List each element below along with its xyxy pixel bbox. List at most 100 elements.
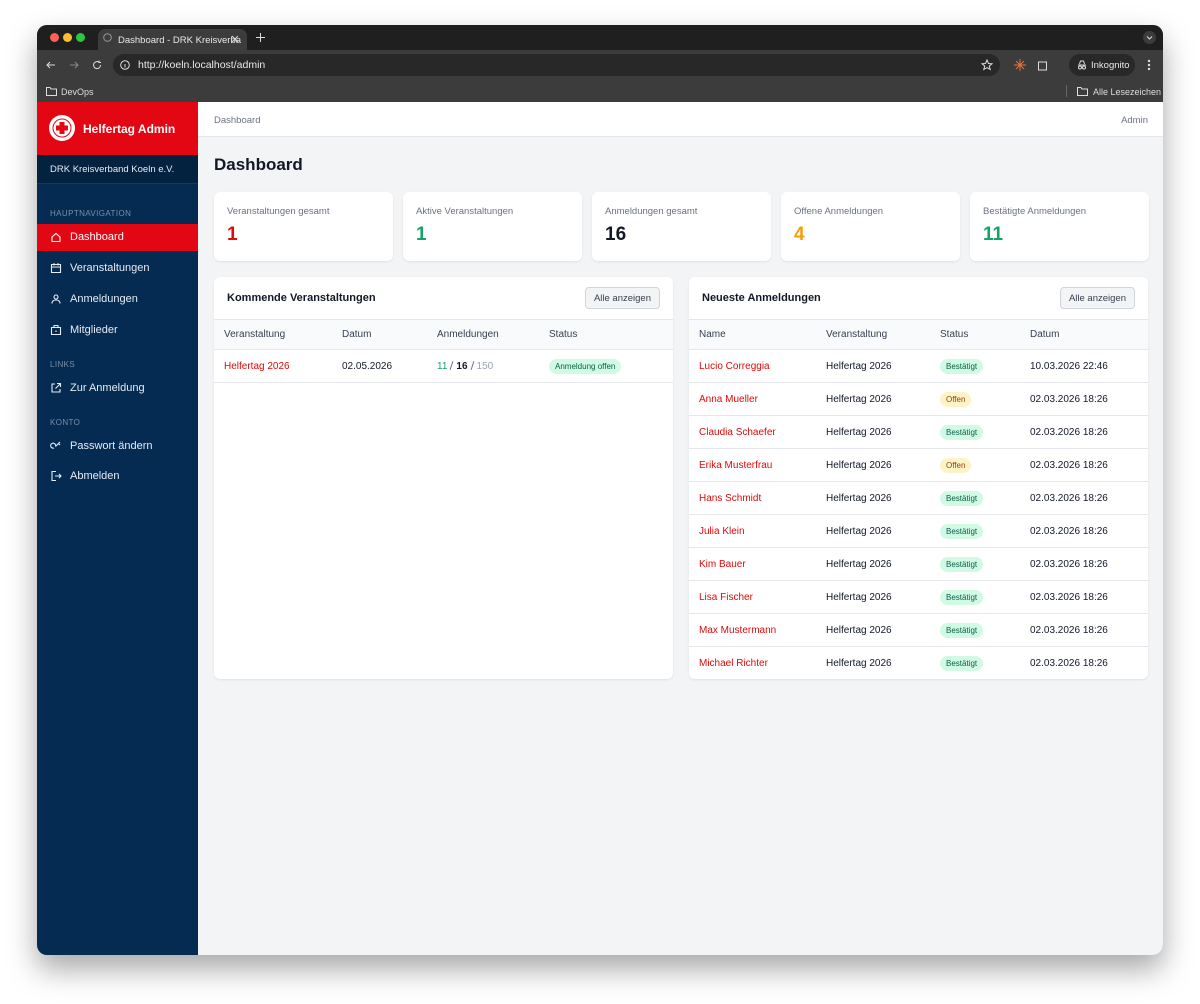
stat-value: 4 [794,224,805,245]
column-header: Datum [1020,319,1148,350]
participant-name[interactable]: Hans Schmidt [689,481,816,515]
extension-icon[interactable] [1014,59,1026,71]
participant-name[interactable]: Kim Bauer [689,547,816,581]
view-all-button[interactable]: Alle anzeigen [584,287,660,309]
bookmark-star[interactable] [981,59,993,71]
column-header: Datum [332,319,427,350]
table-head: Name Veranstaltung Status Datum [689,319,1148,350]
stat-label: Aktive Veranstaltungen [416,206,514,217]
table: Veranstaltung Datum Anmeldungen Status Helfe… [214,319,673,383]
browser-tab[interactable]: Dashboard - DRK Kreisverba [98,29,247,50]
header-row: Veranstaltung Datum Anmeldungen Status [214,319,673,350]
toolbar: http://koeln.localhost/admin Inkognito [37,50,1163,80]
registration-date: 02.03.2026 18:26 [1020,382,1148,416]
status-cell: Bestätigt [930,415,1020,449]
stat-value: 1 [416,224,427,245]
table-row[interactable]: Lisa Fischer Helfertag 2026 Bestätigt 02.03… [689,580,1148,614]
participant-name[interactable]: Lucio Correggia [689,349,816,383]
registration-date: 02.03.2026 18:26 [1030,657,1108,669]
folder-icon [1077,87,1088,96]
event-name[interactable]: Helfertag 2026 [214,349,332,383]
status-badge: Bestätigt [940,424,984,440]
nav-section-title: LINKS [50,360,76,369]
separator [450,360,454,370]
back-button[interactable] [46,60,56,70]
minimize-button[interactable] [63,33,72,42]
nav-icon [51,232,61,243]
folder-icon [46,87,57,96]
all-bookmarks[interactable]: Alle Lesezeichen [1093,87,1162,97]
column-header: Name [689,319,816,350]
status-cell: Bestätigt [930,580,1020,614]
nav-item[interactable]: Veranstaltungen [37,255,198,282]
event-name: Helfertag 2026 [816,415,930,449]
status-badge: Anmeldung offen [549,358,622,374]
tab-close[interactable] [231,35,239,43]
table-row[interactable]: Anna Mueller Helfertag 2026 Offen 02.03.202… [689,382,1148,416]
column-header: Veranstaltung [816,319,930,350]
bookmarks-bar: DevOps Alle Lesezeichen [37,80,1163,102]
maximize-button[interactable] [76,33,85,42]
forward-button[interactable] [69,60,79,70]
sidebar: Helfertag Admin DRK Kreisverband Koeln e… [37,102,198,955]
profile-button[interactable]: Inkognito [1069,54,1135,76]
site-info[interactable] [120,60,130,70]
nav-item[interactable]: Passwort ändern [37,433,198,460]
participant-name[interactable]: Lisa Fischer [689,580,816,614]
address-bar[interactable]: http://koeln.localhost/admin [113,54,1000,76]
table-row[interactable]: Max Mustermann Helfertag 2026 Bestätigt 02.… [689,613,1148,647]
view-all-button[interactable]: Alle anzeigen [1059,287,1135,309]
status-cell: Offen [930,382,1020,416]
table-row[interactable]: Michael Richter Helfertag 2026 Bestätigt 02… [689,647,1148,680]
close-button[interactable] [50,33,59,42]
nav-item[interactable]: Anmeldungen [37,286,198,313]
stat-card: Offene Anmeldungen 4 [781,192,960,261]
event-name: Helfertag 2026 [816,382,930,416]
participant-name[interactable]: Julia Klein [689,514,816,548]
table-row[interactable]: Claudia Schaefer Helfertag 2026 Bestätigt 0… [689,415,1148,449]
nav-section-title: KONTO [50,418,81,427]
column-header: Anmeldungen [427,319,539,350]
reload-button[interactable] [92,60,102,70]
status-badge: Bestätigt [940,556,984,572]
participant-name[interactable]: Anna Mueller [689,382,816,416]
participant-name[interactable]: Michael Richter [699,657,768,669]
nav-item[interactable]: Mitglieder [37,317,198,344]
browser-menu[interactable] [1147,59,1151,71]
stat-label: Offene Anmeldungen [794,206,884,217]
table-row[interactable]: Lucio Correggia Helfertag 2026 Bestätigt 10… [689,349,1148,383]
table-row[interactable]: Kim Bauer Helfertag 2026 Bestätigt 02.03.20… [689,547,1148,581]
table-row[interactable]: Erika Musterfrau Helfertag 2026 Offen 02.03… [689,448,1148,482]
participant-name[interactable]: Max Mustermann [689,613,816,647]
recent-panel: Neueste Anmeldungen Alle anzeigen Name Vera… [689,277,1148,679]
bookmark-folder[interactable]: DevOps [61,87,94,97]
logo [49,115,75,141]
status-cell: Bestätigt [930,547,1020,581]
nav-item[interactable]: Abmelden [37,463,198,490]
status-badge: Bestätigt [940,490,984,506]
event-date: 02.05.2026 [332,349,427,383]
registration-date: 10.03.2026 22:46 [1020,349,1148,383]
table-row[interactable]: Julia Klein Helfertag 2026 Bestätigt 02.03.… [689,514,1148,548]
status-badge: Bestätigt [940,622,984,638]
table: Name Veranstaltung Status Datum Lucio Correg… [689,319,1148,679]
event-name: Helfertag 2026 [826,657,892,669]
tab-menu[interactable] [1143,31,1156,44]
total-count: 16 [456,360,468,372]
column-header: Veranstaltung [214,319,332,350]
participant-name[interactable]: Claudia Schaefer [689,415,816,449]
nav-icon [51,470,62,482]
participant-name[interactable]: Erika Musterfrau [689,448,816,482]
table-head: Veranstaltung Datum Anmeldungen Status [214,319,673,350]
table-row[interactable]: Hans Schmidt Helfertag 2026 Bestätigt 02.03… [689,481,1148,515]
breadcrumb[interactable]: Dashboard [214,115,261,126]
table-row[interactable]: Helfertag 2026 02.05.2026 11 16 150 Anmeldung… [214,349,673,383]
event-name: Helfertag 2026 [816,481,930,515]
user-name[interactable]: Admin [1121,115,1148,126]
nav-item[interactable]: Zur Anmeldung [37,375,198,402]
extensions-button[interactable] [1037,59,1049,71]
table-body: Helfertag 2026 02.05.2026 11 16 150 Anmeldung… [214,349,673,383]
new-tab[interactable] [256,33,265,42]
nav-item[interactable]: Dashboard [37,224,198,251]
